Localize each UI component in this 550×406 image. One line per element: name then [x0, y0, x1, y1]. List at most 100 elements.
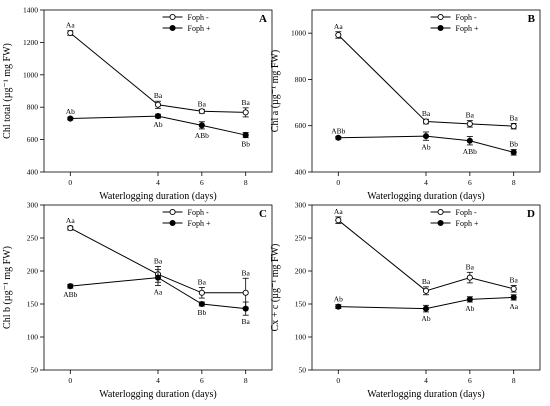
data-point: [242, 289, 249, 296]
chart-panel-d: 50 100 150 200 250 300 0 4 6 8 Waterlogging durati…: [270, 201, 541, 400]
significance-label: Ba: [422, 109, 431, 118]
data-point: [198, 108, 205, 115]
y-tick-label: 400: [295, 168, 307, 177]
x-tick-label: 6: [468, 376, 472, 385]
panel-letter: C: [259, 208, 267, 220]
significance-label: Ba: [242, 98, 251, 107]
x-tick-label: 8: [244, 178, 248, 187]
data-point: [242, 132, 249, 139]
x-tick-label: 0: [336, 376, 340, 385]
significance-label: Ba: [510, 113, 519, 122]
data-point: [510, 149, 517, 156]
series-foph-plus: ABb Aa Bb Ba: [63, 269, 251, 326]
series-line: [69, 32, 246, 113]
significance-label: ABb: [63, 290, 77, 299]
y-tick-label: 1000: [291, 29, 306, 38]
data-point: [335, 31, 342, 39]
x-axis-title: Waterlogging duration (days): [367, 191, 485, 202]
legend-marker: [437, 13, 444, 21]
data-point: [335, 217, 342, 224]
data-point: [198, 289, 205, 296]
legend-marker: [169, 13, 176, 21]
legend-label: Foph +: [188, 219, 211, 228]
y-tick-label: 1400: [23, 6, 38, 15]
y-tick-label: 50: [299, 366, 307, 375]
series-line: [338, 296, 514, 310]
significance-label: Ab: [465, 304, 474, 313]
data-point: [242, 305, 249, 312]
significance-label: Ba: [510, 276, 519, 285]
significance-label: Ba: [198, 99, 207, 108]
legend-label: Foph +: [456, 24, 479, 33]
data-point: [242, 109, 249, 116]
panel-letter: B: [528, 13, 536, 25]
data-point: [422, 118, 430, 125]
legend-marker: [437, 208, 444, 216]
legend: Foph - Foph +: [162, 13, 211, 33]
y-tick-label: 200: [295, 267, 307, 276]
data-point: [198, 122, 205, 129]
y-tick-label: 600: [295, 121, 307, 130]
chart-panel-c: 50 100 150 200 250 300 0 4 6 8 Waterlogging durati…: [2, 201, 273, 400]
legend: Foph - Foph +: [430, 13, 479, 33]
chart-panel-a: 400 600 800 1000 1200 1400 0 4 6 8 Waterlogging du…: [2, 6, 273, 202]
y-axis-title: Chl b (µg⁻¹ mg FW): [2, 246, 13, 329]
legend-marker: [169, 219, 176, 227]
legend-label: Foph -: [188, 13, 209, 22]
y-tick-label: 150: [27, 300, 39, 309]
legend-label: Foph -: [456, 208, 477, 217]
x-tick-label: 0: [68, 376, 72, 385]
significance-label: Bb: [509, 140, 518, 149]
x-tick-label: 4: [156, 376, 160, 385]
legend-label: Foph +: [188, 24, 211, 33]
significance-label: Aa: [66, 216, 75, 225]
data-point: [466, 120, 473, 127]
panel-letter: A: [259, 13, 267, 25]
series-line: [338, 135, 514, 153]
significance-label: Aa: [154, 288, 163, 297]
series-line: [337, 219, 514, 292]
series-line: [70, 277, 246, 310]
legend: Foph - Foph +: [430, 208, 479, 228]
y-axis-title: Chl total (µg⁻¹ mg FW): [2, 43, 13, 139]
series-line: [337, 34, 514, 127]
significance-label: Ab: [66, 107, 75, 116]
y-tick-label: 250: [27, 234, 39, 243]
x-axis-title: Waterlogging duration (days): [367, 389, 485, 400]
significance-label: Ba: [466, 262, 475, 271]
y-tick-label: 1000: [23, 70, 38, 79]
series-line: [70, 115, 246, 136]
x-tick-label: 0: [68, 178, 72, 187]
x-tick-label: 0: [336, 178, 340, 187]
series-line: [70, 227, 246, 294]
significance-label: Ba: [242, 317, 251, 326]
data-point: [67, 115, 74, 122]
data-point: [335, 134, 342, 141]
y-tick-label: 800: [295, 75, 307, 84]
series-foph-minus: Aa Ba Ba Ba: [66, 21, 251, 118]
x-tick-label: 4: [156, 178, 160, 187]
data-point: [67, 225, 74, 232]
significance-label: Ab: [421, 314, 430, 323]
significance-label: Ba: [198, 278, 207, 287]
data-point: [510, 285, 517, 292]
y-tick-label: 600: [27, 135, 39, 144]
x-axis-title: Waterlogging duration (days): [99, 389, 217, 400]
data-point: [154, 113, 162, 120]
significance-label: Aa: [66, 21, 75, 30]
significance-label: Ab: [334, 295, 343, 304]
significance-label: Aa: [334, 207, 343, 216]
legend-marker: [169, 208, 176, 216]
significance-label: Ba: [466, 111, 475, 120]
y-tick-label: 100: [295, 333, 307, 342]
data-point: [154, 101, 162, 108]
y-tick-label: 1200: [23, 38, 38, 47]
data-point: [510, 123, 517, 130]
significance-label: Ba: [242, 268, 251, 277]
series-foph-minus: Aa Ba Ba Ba: [334, 22, 519, 130]
data-point: [422, 287, 430, 294]
legend-label: Foph +: [456, 219, 479, 228]
y-tick-label: 50: [31, 366, 39, 375]
panel-letter: D: [527, 208, 535, 220]
